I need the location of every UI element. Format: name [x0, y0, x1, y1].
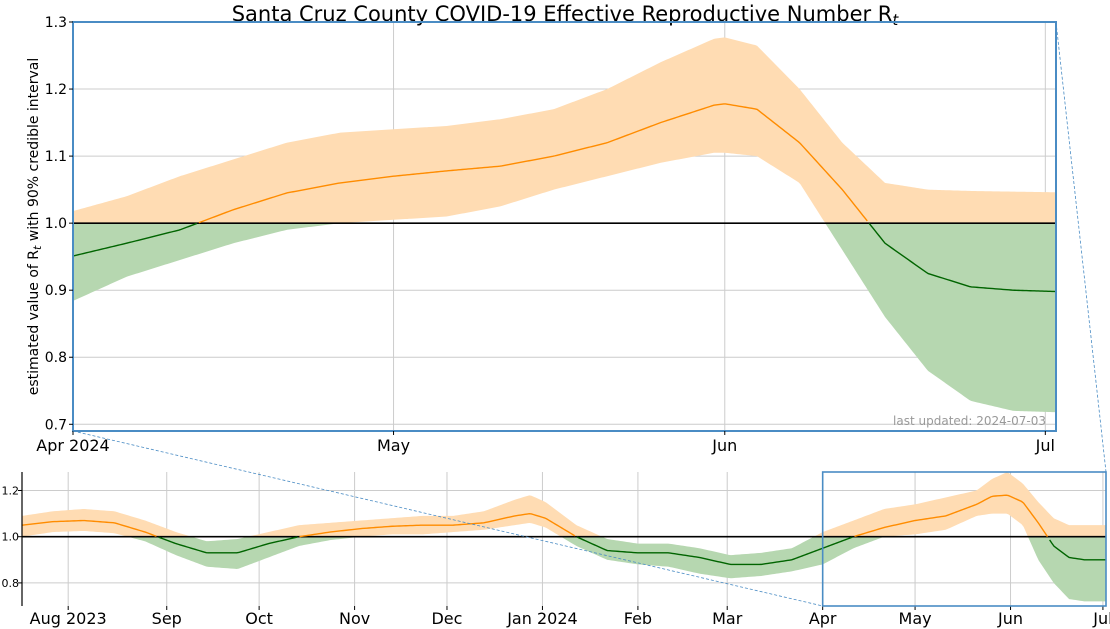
rt-estimate-line-above: [299, 513, 576, 538]
y-axis-label: estimated value of Rt with 90% credible …: [26, 58, 44, 396]
overview-x-tick-label-10: May: [899, 609, 932, 628]
x-tick-label-4: Jul: [1035, 436, 1055, 455]
y-axis-label-prefix: estimated value of R: [26, 250, 42, 396]
overview-chart: 0.8 1.0 1.2 Aug 2023 Sep Oct Nov Dec Jan 2024 Feb…: [2, 471, 1110, 628]
zoom-connector-left: [72, 430, 823, 607]
rt-estimate-line-below: [158, 536, 298, 554]
overview-x-tick-label-4: Nov: [339, 609, 370, 628]
y-tick-label-3: 0.9: [45, 283, 67, 299]
rt-estimate-line-above: [21, 519, 157, 537]
y-axis-label-subscript: t: [31, 245, 44, 250]
rt-estimate-line-above: [198, 103, 868, 224]
x-tick-label-1: Apr 2024: [36, 436, 109, 455]
y-tick-label-7: 1.3: [45, 15, 67, 31]
rt-estimate-line-above: [854, 494, 1049, 538]
main-plot-frame: [72, 21, 1057, 432]
overview-x-tick-label-5: Dec: [431, 609, 462, 628]
overview-x-tick-label-9: Apr: [809, 609, 837, 628]
rt-estimate-line-below: [1049, 539, 1106, 561]
y-tick-label-6: 1.2: [45, 82, 67, 98]
overview-y-tick-label-3: 1.2: [2, 484, 20, 497]
overview-x-tick-label-12: Jul: [1092, 609, 1110, 628]
chart-title-subscript: t: [892, 11, 899, 29]
zoom-connector-right: [1055, 21, 1107, 473]
rt-estimate-line-below: [576, 536, 853, 566]
x-tick-label-3: Jun: [711, 436, 737, 455]
overview-x-tick-label-8: Mar: [712, 609, 743, 628]
overview-x-tick-label-1: Aug 2023: [30, 609, 107, 628]
last-updated-note: last updated: 2024-07-03: [893, 414, 1046, 428]
overview-x-tick-label-2: Sep: [152, 609, 182, 628]
ci-band-below-1: [73, 223, 1056, 413]
ci-band-below-1: [22, 536, 1106, 602]
rt-estimate-line-below: [72, 222, 198, 257]
overview-x-tick-label-6: Jan 2024: [506, 609, 577, 628]
overview-y-tick-label-1: 0.8: [2, 577, 20, 590]
x-tick-label-2: May: [377, 436, 410, 455]
y-tick-label-5: 1.1: [45, 149, 67, 165]
y-axis-label-suffix: with 90% credible interval: [26, 58, 42, 246]
y-tick-label-2: 0.8: [45, 350, 67, 366]
y-tick-label-1: 0.7: [45, 417, 67, 433]
zoom-connector-lines: [72, 21, 1107, 607]
y-tick-label-4: 1.0: [45, 216, 67, 232]
overview-y-tick-label-2: 1.0: [2, 531, 20, 544]
overview-x-tick-label-11: Jun: [997, 609, 1023, 628]
overview-x-tick-label-3: Oct: [245, 609, 273, 628]
main-chart: 0.7 0.8 0.9 1.0 1.1 1.2 1.3 Apr 2024 May Jun Jul es…: [26, 15, 1057, 455]
rt-estimate-line-below: [868, 222, 1057, 293]
zoom-window-box: [821, 471, 1107, 607]
ci-band-above-1: [73, 37, 1056, 224]
ci-band-above-1: [22, 472, 1106, 537]
chart-title: Santa Cruz County COVID-19 Effective Rep…: [232, 2, 900, 29]
overview-x-tick-label-7: Feb: [624, 609, 652, 628]
